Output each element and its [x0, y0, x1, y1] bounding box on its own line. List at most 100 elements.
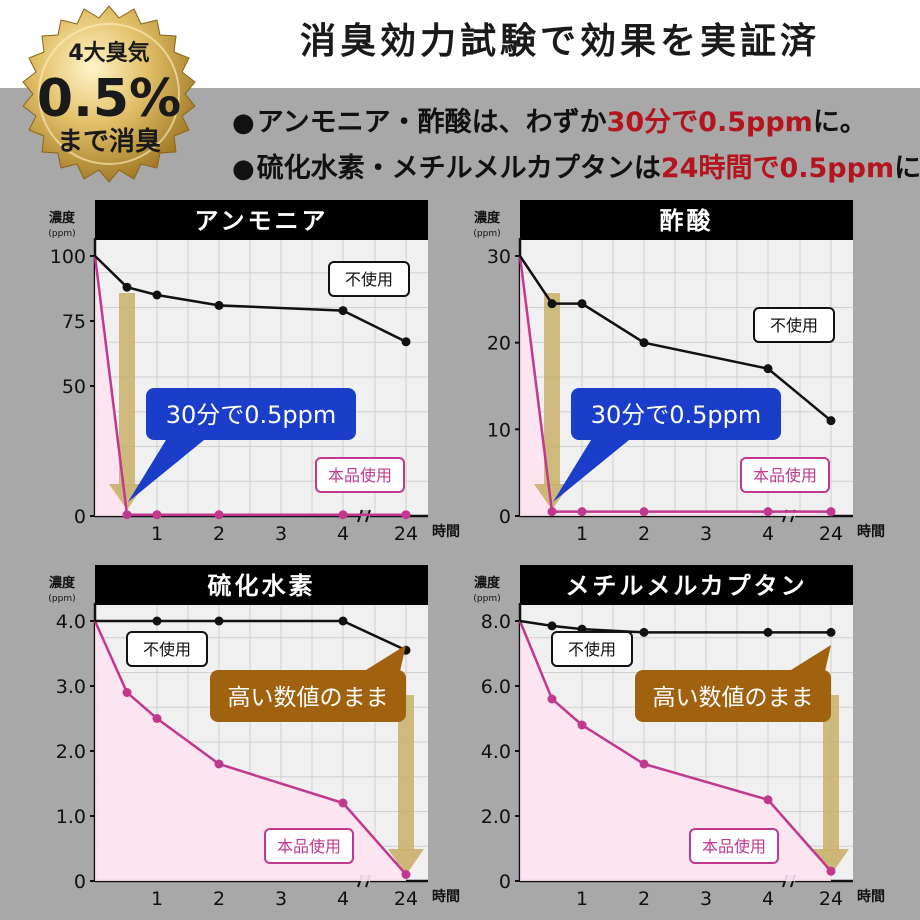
used-data-point [401, 870, 411, 879]
y-tick-label: 4.0 [56, 611, 86, 633]
y-tick-label: 3.0 [56, 676, 86, 698]
used-data-point [826, 866, 836, 876]
used-data-point [401, 510, 411, 520]
used-data-point [577, 507, 587, 517]
used-legend-label: 本品使用 [702, 837, 766, 856]
x-axis-label: 時間 [432, 523, 460, 540]
arrow-shaft [544, 293, 560, 486]
y-tick-label: 0 [74, 871, 86, 893]
y-tick-label: 0 [74, 506, 86, 528]
y-tick-label: 20 [487, 333, 511, 355]
arrow-shaft [398, 695, 414, 851]
used-data-point [577, 720, 587, 730]
callout-tail [128, 440, 204, 502]
x-tick-label: 1 [151, 888, 163, 910]
x-tick-label: 3 [700, 888, 712, 910]
x-tick-label: 4 [337, 523, 349, 545]
used-data-point [122, 510, 132, 520]
bullet-dot-icon: ● [232, 154, 255, 184]
unused-series-line [519, 619, 831, 634]
y-tick-label: 0 [499, 871, 511, 893]
unused-data-point [152, 616, 162, 626]
y-axis-unit: (ppm) [473, 594, 500, 604]
used-series-line [93, 620, 407, 876]
callout-text: 30分で0.5ppm [591, 401, 762, 429]
unused-data-point [338, 306, 348, 316]
used-legend-box [740, 457, 830, 493]
unused-series-line [94, 255, 407, 343]
y-tick-label: 1.0 [56, 806, 86, 828]
gold-seal-badge: 4大臭気 0.5% まで消臭 [22, 5, 196, 183]
used-series-line [93, 255, 406, 516]
unused-legend-box [753, 307, 835, 343]
y-tick-label: 2.0 [56, 741, 86, 763]
used-data-point [547, 694, 557, 704]
x-tick-label: 1 [151, 523, 163, 545]
used-legend-label: 本品使用 [753, 466, 817, 485]
chart-title: 酢酸 [660, 207, 714, 235]
x-tick-label: 24 [394, 523, 418, 545]
callout-bubble [635, 670, 831, 722]
arrow-shaft [119, 293, 135, 486]
chart-title: 硫化水素 [208, 572, 316, 600]
chart-title-bar [520, 565, 853, 605]
used-data-point [763, 795, 773, 805]
x-tick-label: 2 [638, 523, 650, 545]
unused-data-point [826, 627, 836, 637]
bullet-1-suffix: に。 [812, 107, 867, 138]
y-tick-label: 0 [499, 506, 511, 528]
callout-text: 30分で0.5ppm [166, 401, 337, 429]
y-tick-label: 2.0 [481, 806, 511, 828]
used-area-fill [520, 621, 831, 881]
y-axis-label: 濃度 [49, 210, 76, 226]
used-legend-box [315, 457, 405, 493]
y-tick-label: 75 [62, 311, 86, 333]
down-arrow-icon [388, 849, 424, 875]
unused-data-point [122, 282, 132, 292]
unused-legend-box [126, 631, 208, 667]
y-axis-unit: (ppm) [48, 229, 75, 239]
unused-data-point [401, 337, 411, 347]
x-tick-label: 3 [700, 523, 712, 545]
used-data-point [763, 507, 773, 517]
bullet-1-highlight: 30分で0.5ppm [606, 107, 813, 138]
unused-data-point [547, 621, 557, 631]
bullet-line-1: ●アンモニア・酢酸は、わずか30分で0.5ppmに。 [232, 100, 912, 146]
unused-data-point [763, 627, 773, 637]
callout-text: 高い数値のまま [653, 685, 814, 711]
callout-tail [553, 440, 629, 502]
used-data-point [639, 507, 649, 517]
x-tick-label: 1 [576, 888, 588, 910]
unused-data-point [639, 627, 649, 637]
x-tick-label: 24 [819, 523, 843, 545]
x-tick-label: 2 [213, 888, 225, 910]
x-axis-label: 時間 [857, 888, 885, 905]
x-tick-label: 4 [762, 523, 774, 545]
y-axis-unit: (ppm) [48, 594, 75, 604]
y-tick-label: 6.0 [481, 676, 511, 698]
x-tick-label: 3 [275, 888, 287, 910]
chart-title-bar [95, 565, 428, 605]
bullet-2-text: 硫化水素・メチルメルカプタンは [256, 153, 661, 184]
chart-title: アンモニア [194, 207, 328, 235]
y-tick-label: 8.0 [481, 611, 511, 633]
y-axis-label: 濃度 [49, 575, 76, 591]
used-data-point [152, 714, 162, 723]
unused-data-point [214, 300, 224, 310]
used-data-point [826, 507, 836, 517]
x-tick-label: 2 [213, 523, 225, 545]
used-data-point [214, 510, 224, 520]
used-legend-box [689, 828, 779, 864]
x-axis-label: 時間 [857, 523, 885, 540]
used-legend-box [264, 828, 354, 864]
used-legend-label: 本品使用 [277, 837, 341, 856]
used-series-line [518, 620, 832, 873]
used-data-point [152, 510, 162, 520]
y-tick-label: 50 [62, 376, 86, 398]
callout-text: 高い数値のまま [228, 685, 389, 711]
chart-panel-4: メチルメルカプタン 濃度 (ppm) 0 2.0 4.0 6.0 8.0 1 2 3 4 24 時間 不使用… [473, 565, 885, 910]
